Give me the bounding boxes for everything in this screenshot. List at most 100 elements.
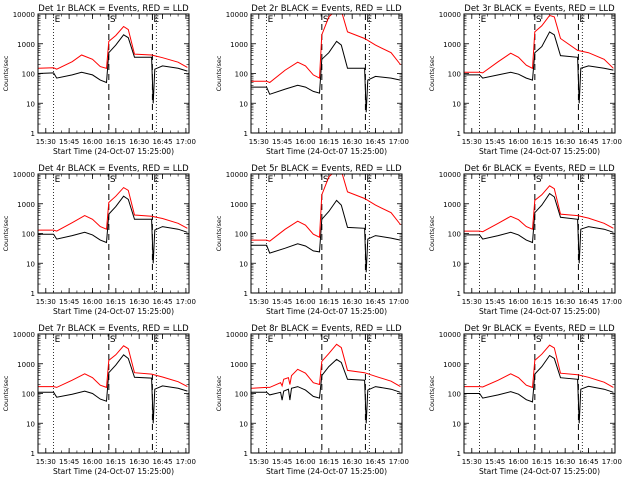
y-tick-label: 10000 xyxy=(13,11,35,19)
series-line-events xyxy=(251,40,401,113)
x-tick-label: 16:30 xyxy=(555,458,575,466)
y-tick-label: 10000 xyxy=(226,11,248,19)
y-tick-label: 1000 xyxy=(230,201,248,209)
x-axis-label: Start Time (24-Oct-07 15:25:00) xyxy=(266,147,387,156)
marker-tag: E xyxy=(481,335,487,345)
y-tick-label: 100 xyxy=(22,71,35,79)
x-tick-label: 15:30 xyxy=(462,298,482,306)
plot-frame xyxy=(37,173,190,294)
x-tick-label: 15:30 xyxy=(36,458,56,466)
x-axis-label: Start Time (24-Oct-07 15:25:00) xyxy=(479,147,600,156)
y-tick-label: 100 xyxy=(235,391,248,399)
x-axis-label: Start Time (24-Oct-07 15:25:00) xyxy=(53,307,174,316)
y-tick-label: 1 xyxy=(31,450,35,458)
chart-panel: Det 6r BLACK = Events, RED = LLD Start Ti… xyxy=(428,164,622,316)
x-tick-label: 16:30 xyxy=(342,298,362,306)
marker-tag: E xyxy=(268,175,274,185)
chart-title: Det 8r BLACK = Events, RED = LLD xyxy=(251,324,402,334)
x-tick-label: 16:30 xyxy=(555,298,575,306)
x-tick-label: 15:30 xyxy=(36,298,56,306)
chart-title: Det 1r BLACK = Events, RED = LLD xyxy=(38,4,189,14)
x-axis-label: Start Time (24-Oct-07 15:25:00) xyxy=(53,147,174,156)
y-axis-label: Counts/sec xyxy=(2,55,10,91)
marker-tag: E xyxy=(55,175,61,185)
plot-frame xyxy=(37,13,190,134)
y-tick-label: 1000 xyxy=(230,361,248,369)
x-axis-label: Start Time (24-Oct-07 15:25:00) xyxy=(479,467,600,476)
x-axis-label: Start Time (24-Oct-07 15:25:00) xyxy=(266,307,387,316)
y-tick-label: 10000 xyxy=(439,331,461,339)
y-axis-label: Counts/sec xyxy=(215,375,223,411)
series-line-lld xyxy=(38,345,188,389)
x-tick-label: 16:30 xyxy=(129,138,149,146)
x-tick-label: 17:00 xyxy=(176,138,196,146)
marker-tag: S xyxy=(110,335,116,345)
y-tick-label: 10 xyxy=(26,420,35,428)
y-tick-label: 100 xyxy=(235,231,248,239)
series-line-lld xyxy=(38,186,188,232)
marker-tag: S xyxy=(110,15,116,25)
series-line-events xyxy=(251,199,401,273)
y-axis-label: Counts/sec xyxy=(428,215,436,251)
plot-frame xyxy=(463,173,616,294)
marker-tag: E xyxy=(55,335,61,345)
x-tick-label: 17:00 xyxy=(389,458,409,466)
chart-panel: Det 1r BLACK = Events, RED = LLD Start Ti… xyxy=(2,4,196,156)
chart-title: Det 9r BLACK = Events, RED = LLD xyxy=(464,324,615,334)
x-tick-label: 16:45 xyxy=(152,458,172,466)
y-tick-label: 1 xyxy=(457,450,461,458)
y-axis-label: Counts/sec xyxy=(428,55,436,91)
x-tick-label: 16:45 xyxy=(578,138,598,146)
x-tick-label: 15:45 xyxy=(272,298,292,306)
y-tick-label: 1 xyxy=(457,290,461,298)
y-tick-label: 100 xyxy=(448,391,461,399)
x-tick-label: 17:00 xyxy=(389,298,409,306)
x-tick-label: 16:45 xyxy=(578,298,598,306)
y-tick-label: 1000 xyxy=(443,201,461,209)
plot-frame xyxy=(37,333,190,454)
x-tick-label: 16:15 xyxy=(319,138,339,146)
y-tick-label: 10 xyxy=(26,260,35,268)
plot-frame xyxy=(250,173,403,294)
chart-title: Det 7r BLACK = Events, RED = LLD xyxy=(38,324,189,334)
x-tick-label: 15:45 xyxy=(59,458,79,466)
y-tick-label: 10 xyxy=(26,100,35,108)
marker-tag: S xyxy=(323,335,329,345)
series-line-lld xyxy=(38,25,188,70)
y-tick-label: 1000 xyxy=(17,361,35,369)
plot-frame xyxy=(250,333,403,454)
x-tick-label: 16:00 xyxy=(82,458,102,466)
plot-frame xyxy=(250,13,403,134)
plot-frame xyxy=(463,333,616,454)
x-tick-label: 16:00 xyxy=(295,138,315,146)
y-axis-label: Counts/sec xyxy=(428,375,436,411)
chart-title: Det 2r BLACK = Events, RED = LLD xyxy=(251,4,402,14)
y-tick-label: 10 xyxy=(452,260,461,268)
x-tick-label: 15:45 xyxy=(485,298,505,306)
series-line-events xyxy=(464,31,614,104)
chart-title: Det 6r BLACK = Events, RED = LLD xyxy=(464,164,615,174)
x-tick-label: 16:15 xyxy=(319,458,339,466)
y-tick-label: 1 xyxy=(457,130,461,138)
y-tick-label: 10000 xyxy=(439,11,461,19)
marker-tag: S xyxy=(323,175,329,185)
x-tick-label: 16:45 xyxy=(578,458,598,466)
chart-title: Det 4r BLACK = Events, RED = LLD xyxy=(38,164,189,174)
x-tick-label: 15:45 xyxy=(272,138,292,146)
series-line-lld xyxy=(464,344,614,389)
series-line-lld xyxy=(251,174,401,242)
x-tick-label: 17:00 xyxy=(602,458,622,466)
x-tick-label: 17:00 xyxy=(389,138,409,146)
chart-title: Det 5r BLACK = Events, RED = LLD xyxy=(251,164,402,174)
x-tick-label: 16:30 xyxy=(129,298,149,306)
y-tick-label: 100 xyxy=(448,231,461,239)
x-tick-label: 16:00 xyxy=(295,458,315,466)
marker-tag: E xyxy=(481,175,487,185)
y-tick-label: 1000 xyxy=(17,201,35,209)
y-tick-label: 1 xyxy=(244,290,248,298)
x-axis-label: Start Time (24-Oct-07 15:25:00) xyxy=(53,467,174,476)
x-tick-label: 17:00 xyxy=(602,138,622,146)
x-tick-label: 16:45 xyxy=(152,138,172,146)
series-line-events xyxy=(464,354,614,424)
x-tick-label: 15:45 xyxy=(59,298,79,306)
